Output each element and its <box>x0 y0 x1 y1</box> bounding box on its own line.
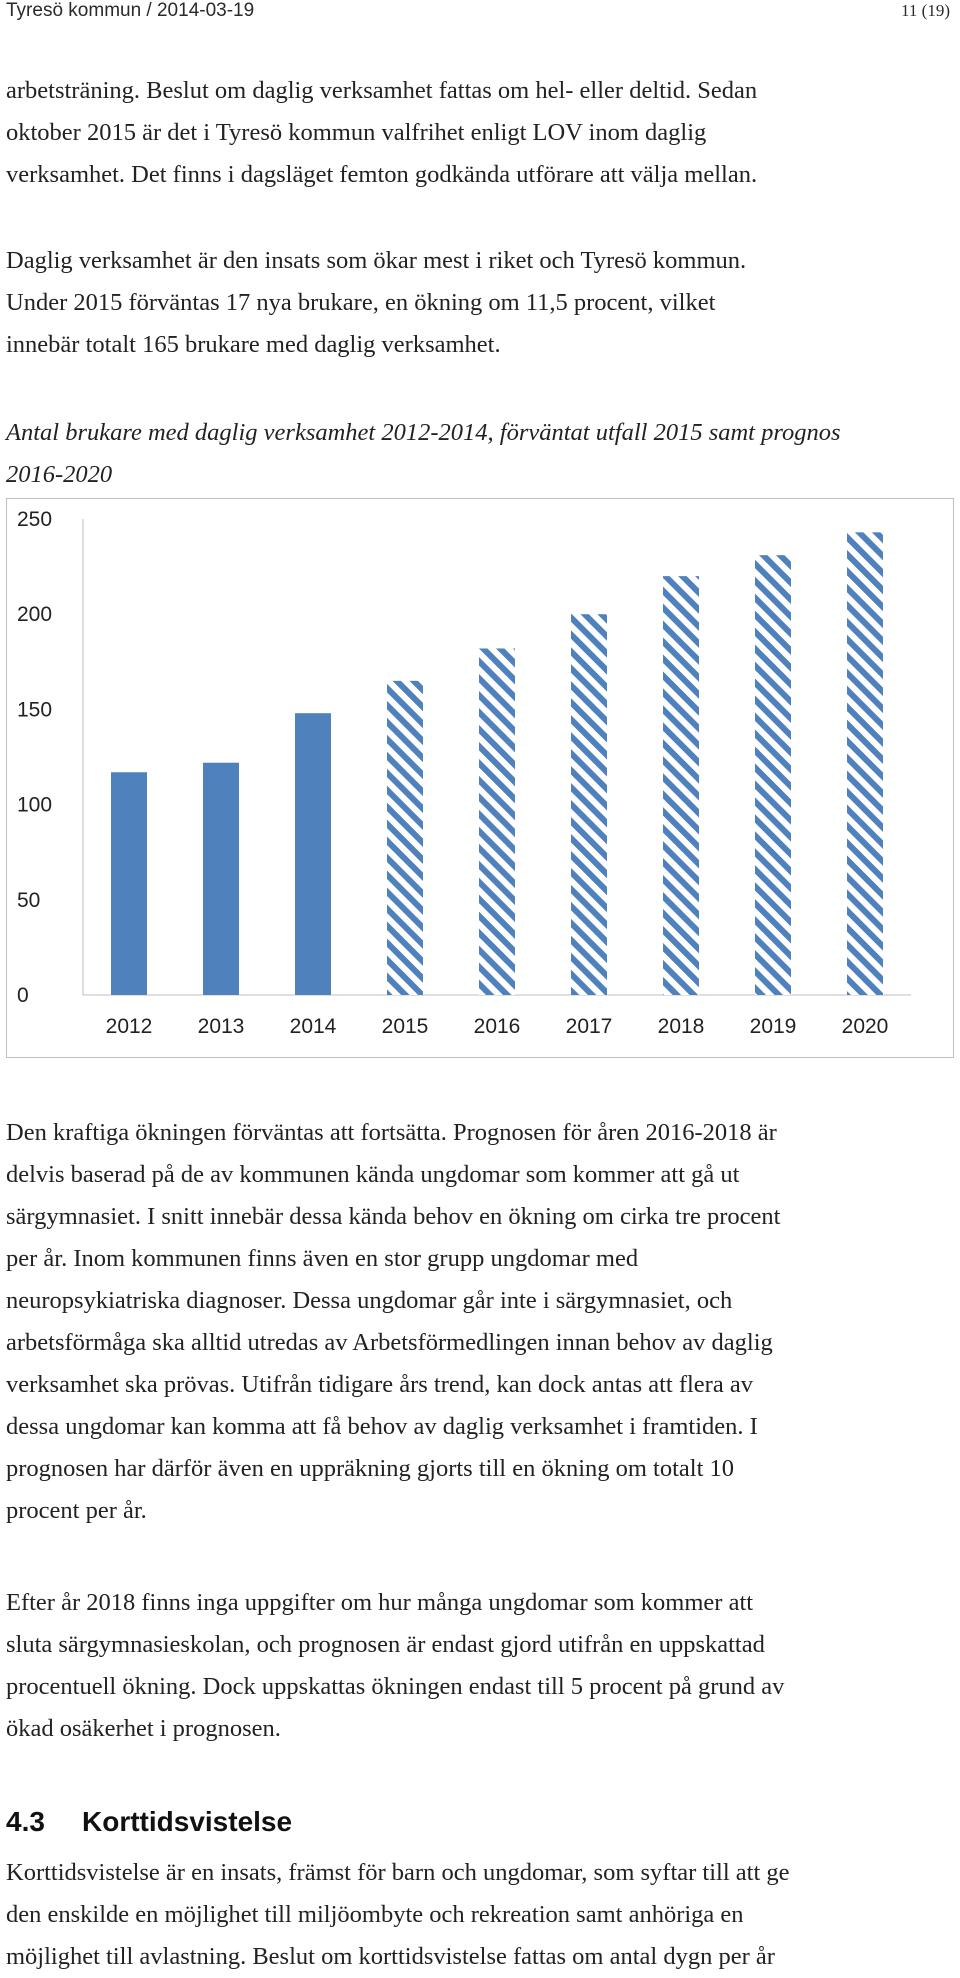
bar-2020 <box>847 532 883 995</box>
bar-2013 <box>203 762 239 995</box>
text-line: prognosen har därför även en uppräkning … <box>6 1455 735 1482</box>
x-tick-label: 2017 <box>566 1015 613 1038</box>
paragraph-forecast-after-2018: Efter år 2018 finns inga uppgifter om hu… <box>6 1582 954 1750</box>
text-line: sluta särgymnasieskolan, och prognosen ä… <box>6 1631 765 1658</box>
chart-caption-line: 2016-2020 <box>6 461 113 488</box>
y-tick-label: 200 <box>17 603 52 626</box>
text-line: ökad osäkerhet i prognosen. <box>6 1715 281 1742</box>
text-line: Korttidsvistelse är en insats, främst fö… <box>6 1859 790 1886</box>
bar-2015 <box>387 680 423 995</box>
bar-2019 <box>755 555 791 995</box>
text-line: neuropsykiatriska diagnoser. Dessa ungdo… <box>6 1287 733 1314</box>
text-line: arbetsförmåga ska alltid utredas av Arbe… <box>6 1329 773 1356</box>
text-line: arbetsträning. Beslut om daglig verksamh… <box>6 77 758 104</box>
chart-caption-line: Antal brukare med daglig verksamhet 2012… <box>6 419 841 446</box>
text-line: procent per år. <box>6 1497 147 1524</box>
y-tick-label: 50 <box>17 889 40 912</box>
bar-2014 <box>295 713 331 995</box>
page-header: Tyresö kommun / 2014-03-19 11 (19) <box>6 0 950 24</box>
x-tick-label: 2012 <box>106 1015 153 1038</box>
text-line: verksamhet. Det finns i dagsläget femton… <box>6 161 758 188</box>
header-document-title: Tyresö kommun / 2014-03-19 <box>6 0 255 21</box>
text-line: Den kraftiga ökningen förväntas att fort… <box>6 1119 777 1146</box>
x-tick-label: 2014 <box>290 1015 337 1038</box>
text-line: dessa ungdomar kan komma att få behov av… <box>6 1413 758 1440</box>
text-line: innebär totalt 165 brukare med daglig ve… <box>6 331 501 358</box>
text-line: den enskilde en möjlighet till miljöomby… <box>6 1901 744 1928</box>
text-line: Daglig verksamhet är den insats som ökar… <box>6 247 747 274</box>
text-line: procentuell ökning. Dock uppskattas ökni… <box>6 1673 785 1700</box>
header-page-number: 11 (19) <box>901 1 950 20</box>
x-tick-label: 2015 <box>382 1015 429 1038</box>
section-title: Korttidsvistelse <box>82 1806 293 1837</box>
text-line: möjlighet till avlastning. Beslut om kor… <box>6 1943 775 1970</box>
text-line: verksamhet ska prövas. Utifrån tidigare … <box>6 1371 753 1398</box>
text-line: särgymnasiet. I snitt innebär dessa känd… <box>6 1203 781 1230</box>
text-line: delvis baserad på de av kommunen kända u… <box>6 1161 740 1188</box>
text-line: oktober 2015 är det i Tyresö kommun valf… <box>6 119 707 146</box>
x-tick-label: 2016 <box>474 1015 521 1038</box>
y-tick-label: 150 <box>17 698 52 721</box>
x-tick-label: 2020 <box>842 1015 889 1038</box>
bar-chart-canvas: 0 50 100 150 200 250 2012 2013 2014 2015 2016 2017 2… <box>17 508 911 1038</box>
x-tick-label: 2019 <box>750 1015 797 1038</box>
bar-2018 <box>663 576 699 995</box>
section-heading: 4.3 Korttidsvistelse <box>6 1802 292 1842</box>
text-line: per år. Inom kommunen finns även en stor… <box>6 1245 639 1272</box>
paragraph-daily-activity-growth: Daglig verksamhet är den insats som ökar… <box>6 240 954 366</box>
paragraph-forecast-basis: Den kraftiga ökningen förväntas att fort… <box>6 1112 954 1532</box>
y-tick-label: 250 <box>17 508 52 531</box>
bar-2016 <box>479 648 515 995</box>
section-number: 4.3 <box>6 1806 45 1837</box>
text-line: Under 2015 förväntas 17 nya brukare, en … <box>6 289 716 316</box>
text-line: Efter år 2018 finns inga uppgifter om hu… <box>6 1589 754 1616</box>
bar-2017 <box>571 614 607 995</box>
paragraph-daily-activity-intro: arbetsträning. Beslut om daglig verksamh… <box>6 70 954 196</box>
y-tick-label: 100 <box>17 794 52 817</box>
bar-2012 <box>111 772 147 995</box>
x-tick-label: 2018 <box>658 1015 705 1038</box>
x-tick-label: 2013 <box>198 1015 245 1038</box>
bar-chart: 0 50 100 150 200 250 2012 2013 2014 2015 2016 2017 2… <box>6 498 954 1058</box>
y-tick-label: 0 <box>17 984 29 1007</box>
chart-caption: Antal brukare med daglig verksamhet 2012… <box>6 412 954 496</box>
paragraph-short-term-stay: Korttidsvistelse är en insats, främst fö… <box>6 1852 954 1978</box>
